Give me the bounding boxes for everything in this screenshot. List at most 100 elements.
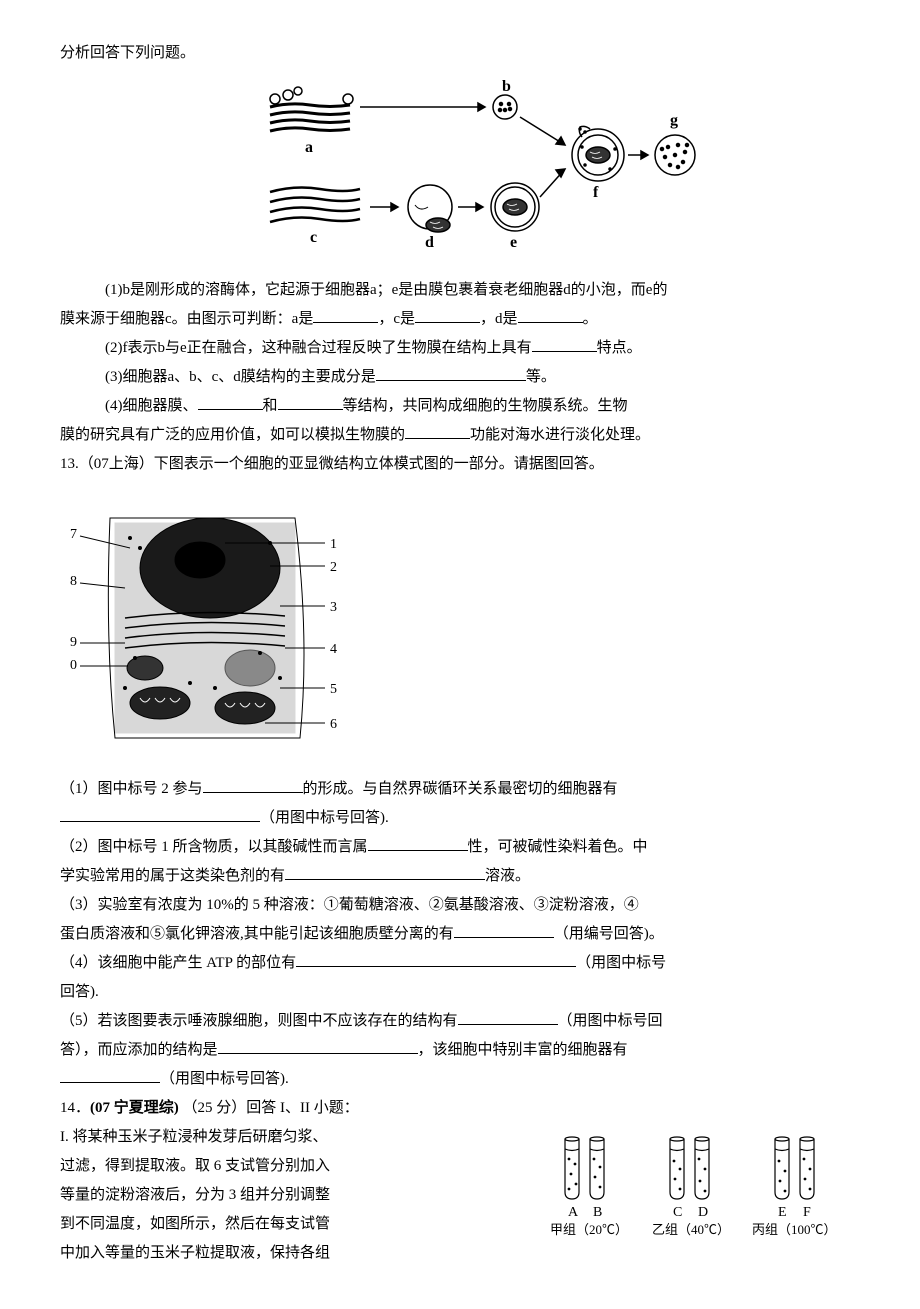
cell-label-6: 6: [330, 717, 337, 732]
blank-q13-3: [454, 923, 554, 938]
blank-q13-4: [296, 952, 576, 967]
q12-p4-text2: 和: [263, 398, 278, 414]
blank-q13-2a: [368, 836, 468, 851]
figure-cell: 1 2 3 4 5 6 7 8 9 10: [70, 488, 360, 758]
intro-text: 分析回答下列问题。: [60, 40, 860, 67]
label-f: f: [593, 184, 599, 201]
tube-label-b: B: [593, 1205, 602, 1220]
blank-q13-1b: [60, 807, 260, 822]
q13-p1-text3: （用图中标号回答).: [260, 810, 389, 826]
q12-p4-text3: 等结构，共同构成细胞的生物膜系统。生物: [343, 398, 628, 414]
q12-p3-text1: (3)细胞器a、b、c、d膜结构的主要成分是: [105, 369, 376, 385]
q13-p2-line1: （2）图中标号 1 所含物质，以其酸碱性而言属性，可被碱性染料着色。中: [60, 834, 860, 861]
q14-title-post: （25 分）回答 I、II 小题：: [179, 1100, 359, 1116]
blank-p4b: [278, 395, 343, 410]
q13-p2-text3: 学实验常用的属于这类染色剂的有: [60, 868, 285, 884]
q13-p5-text3: 答），而应添加的结构是: [60, 1042, 218, 1058]
figure-lysosome: a b c: [220, 77, 700, 257]
cell-label-4: 4: [330, 642, 337, 657]
q13-p1-line1: （1）图中标号 2 参与 的形成。与自然界碳循环关系最密切的细胞器有: [60, 776, 860, 803]
tube-label-e: E: [778, 1205, 787, 1220]
q12-p4-text4: 膜的研究具有广泛的应用价值，如可以模拟生物膜的: [60, 427, 405, 443]
q12-p1-text1: 膜来源于细胞器c。由图示可判断：a是: [60, 311, 313, 327]
q14-p1: I. 将某种玉米子粒浸种发芽后研磨匀浆、: [60, 1124, 530, 1151]
blank-a: [313, 308, 378, 323]
cell-label-7: 7: [70, 527, 77, 542]
q13-p5-text1: （5）若该图要表示唾液腺细胞，则图中不应该存在的结构有: [60, 1013, 458, 1029]
structure-g: [655, 135, 695, 175]
q12-p1-line1: (1)b是刚形成的溶酶体，它起源于细胞器a；e是由膜包裹着衰老细胞器d的小泡，而…: [60, 277, 860, 304]
figure-tubes: A B C: [550, 1129, 860, 1239]
q13-p4-text2: （用图中标号: [576, 955, 666, 971]
q12-p4-line1: (4)细胞器膜、和等结构，共同构成细胞的生物膜系统。生物: [60, 393, 860, 420]
q14-p5: 中加入等量的玉米子粒提取液，保持各组: [60, 1240, 530, 1267]
structure-a: [270, 87, 353, 131]
blank-q13-5c: [60, 1068, 160, 1083]
q12-p2-text1: (2)f表示b与e正在融合，这种融合过程反映了生物膜在结构上具有: [105, 340, 532, 356]
group-label-3: 丙组（100℃）: [752, 1222, 837, 1237]
tube-f: [800, 1137, 814, 1199]
structure-e: [491, 183, 539, 231]
q12-p3-text2: 等。: [526, 369, 556, 385]
structure-c: [270, 188, 360, 222]
tube-c: [670, 1137, 684, 1199]
q13-p5-text6: （用图中标号回答).: [160, 1071, 289, 1087]
q12-p1-text3: ，d是: [480, 311, 518, 327]
structure-d: [408, 185, 452, 232]
tube-a: [565, 1137, 579, 1199]
group-label-1: 甲组（20℃）: [550, 1222, 628, 1237]
q14-p2: 过滤，得到提取液。取 6 支试管分别加入: [60, 1153, 530, 1180]
q14-title-pre: 14．: [60, 1100, 90, 1116]
tube-label-f: F: [803, 1205, 811, 1220]
q13-p5-line3: （用图中标号回答).: [60, 1066, 860, 1093]
cell-label-8: 8: [70, 574, 77, 589]
q13-p2-text2: 性，可被碱性染料着色。中: [468, 839, 648, 855]
cell-label-5: 5: [330, 682, 337, 697]
tube-label-c: C: [673, 1205, 682, 1220]
q13-p1-line2: （用图中标号回答).: [60, 805, 860, 832]
tube-e: [775, 1137, 789, 1199]
tube-d: [695, 1137, 709, 1199]
q13-p3-line2: 蛋白质溶液和⑤氯化钾溶液,其中能引起该细胞质壁分离的有（用编号回答)。: [60, 921, 860, 948]
cell-label-1: 1: [330, 537, 337, 552]
q12-p1-text2: ，c是: [378, 311, 415, 327]
q13-p2-line2: 学实验常用的属于这类染色剂的有溶液。: [60, 863, 860, 890]
label-g: g: [670, 112, 678, 129]
blank-q13-1a: [203, 778, 303, 793]
q13-p3-line1: （3）实验室有浓度为 10%的 5 种溶液：①葡萄糖溶液、②氨基酸溶液、③淀粉溶…: [60, 892, 860, 919]
blank-q13-2b: [285, 865, 485, 880]
q13-p1-text2: 的形成。与自然界碳循环关系最密切的细胞器有: [303, 781, 618, 797]
figure-tubes-container: A B C: [550, 1129, 860, 1249]
blank-p3: [376, 366, 526, 381]
q12-p1-line2: 膜来源于细胞器c。由图示可判断：a是，c是，d是。: [60, 306, 860, 333]
blank-c: [415, 308, 480, 323]
label-a: a: [305, 139, 313, 156]
structure-f: [572, 126, 624, 181]
q13-p5-text2: （用图中标号回: [558, 1013, 663, 1029]
cell-label-9: 9: [70, 635, 77, 650]
label-b: b: [502, 78, 511, 95]
q13-p5-line1: （5）若该图要表示唾液腺细胞，则图中不应该存在的结构有 （用图中标号回: [60, 1008, 860, 1035]
q13-p4-text1: （4）该细胞中能产生 ATP 的部位有: [60, 955, 296, 971]
tube-label-d: D: [698, 1205, 708, 1220]
q13-p1-text1: （1）图中标号 2 参与: [60, 781, 203, 797]
figure-cell-container: 1 2 3 4 5 6 7 8 9 10: [60, 480, 860, 776]
blank-p2: [532, 337, 597, 352]
cell-label-2: 2: [330, 560, 337, 575]
q13-title: 13.（07上海）下图表示一个细胞的亚显微结构立体模式图的一部分。请据图回答。: [60, 451, 860, 478]
label-c: c: [310, 229, 317, 246]
q13-p4-line1: （4）该细胞中能产生 ATP 的部位有 （用图中标号: [60, 950, 860, 977]
q12-p3: (3)细胞器a、b、c、d膜结构的主要成分是 等。: [60, 364, 860, 391]
q12-p4-text5: 功能对海水进行淡化处理。: [470, 427, 650, 443]
structure-b: [493, 95, 517, 119]
label-d: d: [425, 234, 434, 251]
figure-lysosome-container: a b c: [60, 77, 860, 267]
label-e: e: [510, 234, 517, 251]
blank-p4c: [405, 424, 470, 439]
blank-q13-5b: [218, 1039, 418, 1054]
q12-p2: (2)f表示b与e正在融合，这种融合过程反映了生物膜在结构上具有特点。: [60, 335, 860, 362]
q13-p4-line2: 回答).: [60, 979, 860, 1006]
q13-p3-text1: 蛋白质溶液和⑤氯化钾溶液,其中能引起该细胞质壁分离的有: [60, 926, 454, 942]
blank-d: [518, 308, 583, 323]
q14-p3: 等量的淀粉溶液后，分为 3 组并分别调整: [60, 1182, 530, 1209]
